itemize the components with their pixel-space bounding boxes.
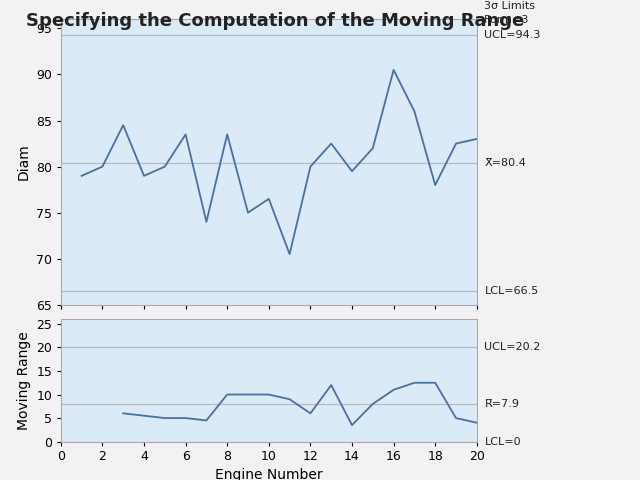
Y-axis label: Moving Range: Moving Range xyxy=(17,331,31,430)
Text: For n=3: For n=3 xyxy=(484,15,529,25)
Text: UCL=94.3: UCL=94.3 xyxy=(484,30,541,40)
Text: X̅=80.4: X̅=80.4 xyxy=(484,158,526,168)
Text: R̅=7.9: R̅=7.9 xyxy=(484,399,520,409)
Text: LCL=66.5: LCL=66.5 xyxy=(484,286,539,296)
Text: UCL=20.2: UCL=20.2 xyxy=(484,341,541,351)
Text: LCL=0: LCL=0 xyxy=(484,437,521,446)
Text: 3σ Limits: 3σ Limits xyxy=(484,1,536,11)
Text: Specifying the Computation of the Moving Range: Specifying the Computation of the Moving… xyxy=(26,12,524,30)
X-axis label: Engine Number: Engine Number xyxy=(215,468,323,480)
Y-axis label: Diam: Diam xyxy=(17,144,31,180)
